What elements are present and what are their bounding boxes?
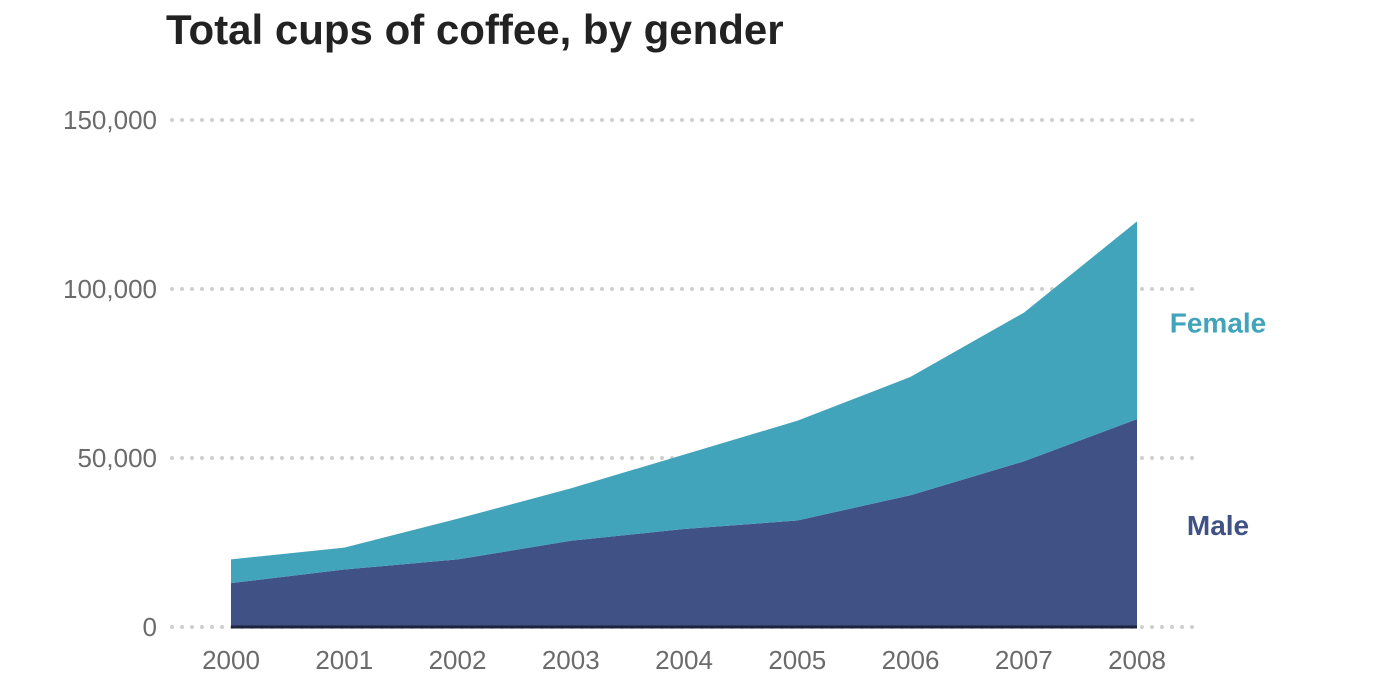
- x-tick-label: 2008: [1108, 645, 1166, 675]
- series-labels: Male Female: [1170, 307, 1267, 541]
- y-tick-label: 100,000: [63, 274, 157, 304]
- chart-title: Total cups of coffee, by gender: [166, 6, 784, 53]
- series-label-female: Female: [1170, 307, 1267, 338]
- y-axis-ticks: 0 50,000 100,000 150,000: [63, 105, 157, 642]
- x-axis-ticks: 2000 2001 2002 2003 2004 2005 2006 2007 2008: [202, 645, 1166, 675]
- x-tick-label: 2005: [768, 645, 826, 675]
- x-tick-label: 2006: [882, 645, 940, 675]
- series-label-male: Male: [1187, 510, 1249, 541]
- x-tick-label: 2004: [655, 645, 713, 675]
- x-tick-label: 2007: [995, 645, 1053, 675]
- y-tick-label: 50,000: [77, 443, 157, 473]
- y-tick-label: 150,000: [63, 105, 157, 135]
- area-male: [231, 419, 1137, 627]
- area-female: [231, 221, 1137, 584]
- y-tick-label: 0: [143, 612, 157, 642]
- x-tick-label: 2003: [542, 645, 600, 675]
- area-layer: [231, 221, 1137, 629]
- x-tick-label: 2000: [202, 645, 260, 675]
- x-tick-label: 2002: [429, 645, 487, 675]
- x-tick-label: 2001: [315, 645, 373, 675]
